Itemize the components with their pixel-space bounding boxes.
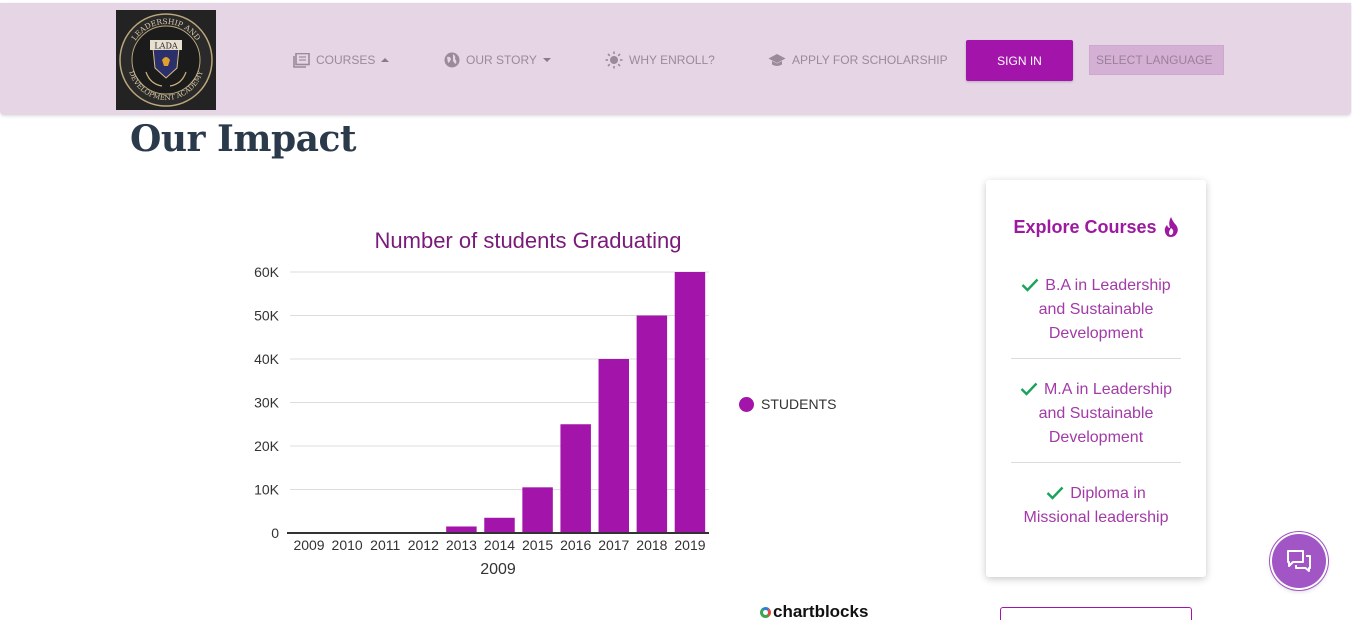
course-label: M.A in Leadership and Sustainable Develo… xyxy=(1039,381,1172,446)
bar xyxy=(484,518,514,533)
legend-swatch xyxy=(739,397,754,412)
card-title-text: Explore Courses xyxy=(1013,217,1156,238)
chartblocks-credit[interactable]: chartblocks xyxy=(760,602,868,622)
course-ba-leadership[interactable]: B.A in Leadership and Sustainable Develo… xyxy=(1011,274,1181,346)
chartblocks-logo-icon xyxy=(760,607,771,618)
x-axis-label: 2009 xyxy=(448,561,548,579)
lada-logo[interactable]: LADA LEADERSHIP AND DEVELOPMENT ACADEMY xyxy=(116,10,216,110)
check-icon xyxy=(1021,278,1039,292)
x-tick-label: 2018 xyxy=(636,537,667,553)
bar xyxy=(637,316,667,534)
explore-courses-card: Explore Courses B.A in Leadership and Su… xyxy=(986,180,1206,577)
x-tick-label: 2011 xyxy=(370,537,400,553)
nav-courses[interactable]: COURSES xyxy=(293,50,389,70)
sun-icon xyxy=(605,51,623,69)
logo-abbr: LADA xyxy=(154,42,178,51)
caret-up-icon xyxy=(381,58,389,62)
book-icon xyxy=(293,53,310,68)
nav-our-story[interactable]: OUR STORY xyxy=(444,50,551,70)
divider xyxy=(1011,462,1181,463)
bottom-outline-button[interactable] xyxy=(1000,607,1192,620)
divider xyxy=(1011,358,1181,359)
course-ma-leadership[interactable]: M.A in Leadership and Sustainable Develo… xyxy=(1011,378,1181,450)
y-tick-label: 60K xyxy=(254,264,280,280)
bar xyxy=(599,359,629,533)
chart-legend: STUDENTS xyxy=(739,396,836,412)
x-tick-label: 2014 xyxy=(484,537,515,553)
x-tick-label: 2016 xyxy=(560,537,591,553)
bar xyxy=(560,424,590,533)
bar xyxy=(522,487,552,533)
globe-icon xyxy=(444,52,460,68)
y-tick-label: 0 xyxy=(271,525,279,541)
language-select[interactable]: SELECT LANGUAGE xyxy=(1089,45,1224,75)
chat-icon xyxy=(1286,549,1312,573)
x-tick-label: 2010 xyxy=(332,537,363,553)
x-tick-label: 2019 xyxy=(674,537,705,553)
page-title: Our Impact xyxy=(130,118,356,160)
y-tick-label: 10K xyxy=(254,482,280,498)
y-tick-label: 40K xyxy=(254,351,280,367)
x-tick-label: 2013 xyxy=(446,537,477,553)
site-header: LADA LEADERSHIP AND DEVELOPMENT ACADEMY … xyxy=(0,3,1351,115)
nav-apply-scholarship-label: APPLY FOR SCHOLARSHIP xyxy=(792,53,948,67)
check-icon xyxy=(1020,382,1038,396)
course-label: B.A in Leadership and Sustainable Develo… xyxy=(1039,277,1171,342)
nav-why-enroll[interactable]: WHY ENROLL? xyxy=(605,50,715,70)
nav-apply-scholarship[interactable]: APPLY FOR SCHOLARSHIP xyxy=(768,50,948,70)
check-icon xyxy=(1046,486,1064,500)
y-tick-label: 50K xyxy=(254,308,280,324)
nav-courses-label: COURSES xyxy=(316,53,375,67)
chat-button[interactable] xyxy=(1272,534,1326,588)
x-tick-label: 2009 xyxy=(293,537,324,553)
course-diploma-missional[interactable]: Diploma in Missional leadership xyxy=(1011,482,1181,530)
nav-our-story-label: OUR STORY xyxy=(466,53,537,67)
y-tick-label: 20K xyxy=(254,438,280,454)
fire-icon xyxy=(1163,216,1179,238)
x-tick-label: 2015 xyxy=(522,537,553,553)
sign-in-button[interactable]: SIGN IN xyxy=(966,40,1073,81)
graduation-cap-icon xyxy=(768,53,786,68)
chartblocks-text: chartblocks xyxy=(773,602,868,622)
legend-label: STUDENTS xyxy=(761,396,836,412)
students-bar-chart: 0 10K 20K 30K 40K 50K 60K 2009 2010 2011 2012 2013 2… xyxy=(240,215,720,555)
caret-down-icon xyxy=(543,58,551,62)
bar xyxy=(675,272,705,533)
nav-why-enroll-label: WHY ENROLL? xyxy=(629,53,715,67)
x-tick-label: 2012 xyxy=(408,537,439,553)
y-tick-label: 30K xyxy=(254,395,280,411)
explore-courses-title: Explore Courses xyxy=(986,216,1206,238)
x-tick-label: 2017 xyxy=(598,537,629,553)
